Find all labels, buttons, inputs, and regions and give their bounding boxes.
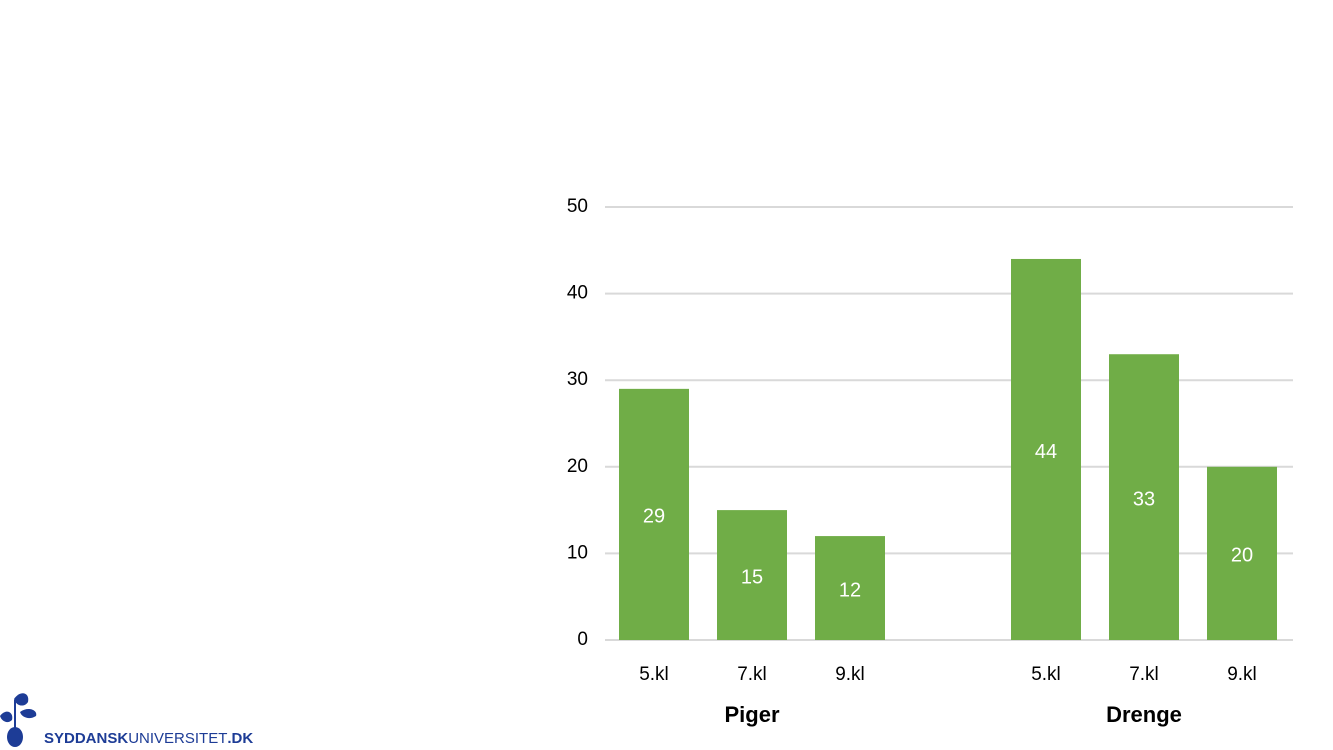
y-tick-label: 50 xyxy=(567,196,588,217)
bar xyxy=(717,510,787,640)
y-tick-label: 40 xyxy=(567,283,588,304)
value-label: 20 xyxy=(1231,545,1253,567)
value-label: 12 xyxy=(839,579,861,601)
logo-leaf xyxy=(20,709,37,719)
x-tick-label: 7.kl xyxy=(1129,664,1159,685)
logo-part: .DK xyxy=(227,730,253,747)
y-tick-label: 0 xyxy=(577,629,588,650)
bar xyxy=(1207,466,1277,640)
x-tick-label: 9.kl xyxy=(1227,664,1257,685)
x-tick-label: 9.kl xyxy=(835,664,865,685)
x-tick-label: 5.kl xyxy=(1031,664,1061,685)
y-tick-label: 20 xyxy=(567,456,588,477)
value-label: 29 xyxy=(643,506,665,528)
y-tick-label: 10 xyxy=(567,542,588,563)
logo-leaf xyxy=(0,711,13,723)
logo-berry xyxy=(7,727,23,747)
group-label: Piger xyxy=(724,702,779,727)
x-tick-label: 7.kl xyxy=(737,664,767,685)
bar xyxy=(619,388,689,640)
logo: SYDDANSKUNIVERSITET.DK xyxy=(0,693,253,747)
x-tick-label: 5.kl xyxy=(639,664,669,685)
logo-part: SYDDANSK xyxy=(44,730,128,747)
value-label: 15 xyxy=(741,566,763,588)
bar xyxy=(815,536,885,640)
logo-text: SYDDANSKUNIVERSITET.DK xyxy=(44,730,253,747)
value-label: 44 xyxy=(1035,441,1057,463)
group-label: Drenge xyxy=(1106,702,1182,727)
logo-part: UNIVERSITET xyxy=(128,730,227,747)
bar xyxy=(1109,354,1179,640)
value-label: 33 xyxy=(1133,488,1155,510)
bar xyxy=(1011,258,1081,640)
y-tick-label: 30 xyxy=(567,369,588,390)
logo-leaf xyxy=(14,693,29,706)
